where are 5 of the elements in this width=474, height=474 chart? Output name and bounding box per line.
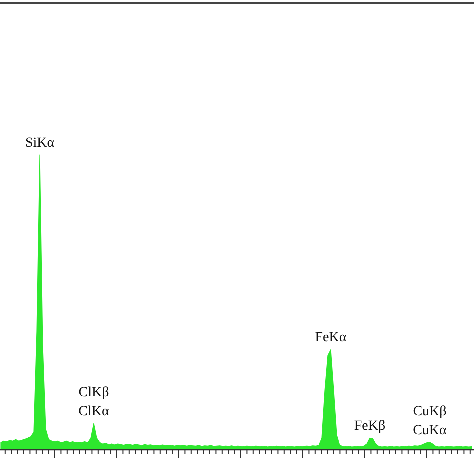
annotation: FeKα [315, 330, 348, 346]
annotation: ClKβ ClKα [78, 385, 110, 420]
text: SiKα [25, 136, 56, 151]
annotation: FeKβ [354, 419, 386, 434]
annotation: CuKβ CuKα [413, 404, 448, 438]
